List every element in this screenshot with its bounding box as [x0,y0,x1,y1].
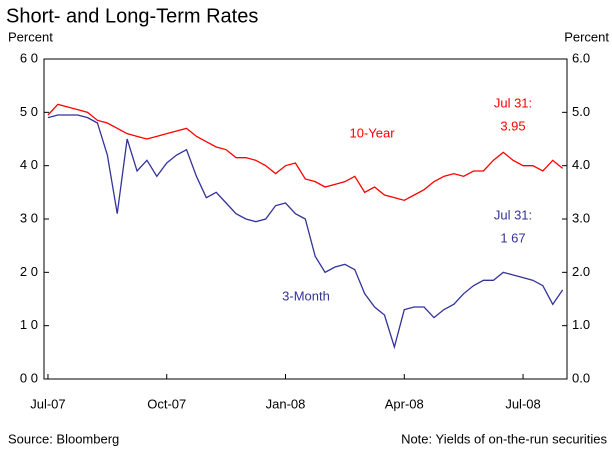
y-tick-label: 5 0 [20,104,38,119]
legend-label: 3-Month [282,288,330,303]
x-tick-label: Oct-07 [147,396,186,411]
annotation: 3.95 [500,118,525,133]
x-tick-label: Apr-08 [385,396,424,411]
annotation: Jul 31: [494,95,532,110]
y2-tick-label: 5.0 [572,104,590,119]
y-tick-label: 2 0 [20,264,38,279]
series-line [47,114,564,350]
y-tick-label: 3 0 [20,210,38,225]
y-tick-label: 6 0 [20,50,38,65]
y2-tick-label: 2.0 [572,264,590,279]
y2-tick-label: 6.0 [572,50,590,65]
x-tick-label: Jul-08 [505,396,540,411]
y-tick-label: 4 0 [20,157,38,172]
y-axis-label: Percent [8,29,53,44]
source: Source: Bloomberg [8,431,119,446]
annotation: Jul 31: [494,207,532,222]
y2-tick-label: 4.0 [572,157,590,172]
x-tick-label: Jul-07 [30,396,65,411]
y-tick-label: 1 0 [20,317,38,332]
y2-tick-label: 1.0 [572,317,590,332]
y2-tick-label: 3.0 [572,210,590,225]
legend-label: 10-Year [349,125,395,140]
x-tick-label: Jan-08 [266,396,306,411]
y2-tick-label: 0.0 [572,370,590,385]
annotation: 1 67 [500,230,525,245]
series-line [47,103,564,202]
y-tick-label: 0 0 [20,370,38,385]
chart-title: Short- and Long-Term Rates [6,5,258,27]
note: Note: Yields of on-the-run securities [401,431,607,446]
y2-axis-label: Percent [564,29,609,44]
